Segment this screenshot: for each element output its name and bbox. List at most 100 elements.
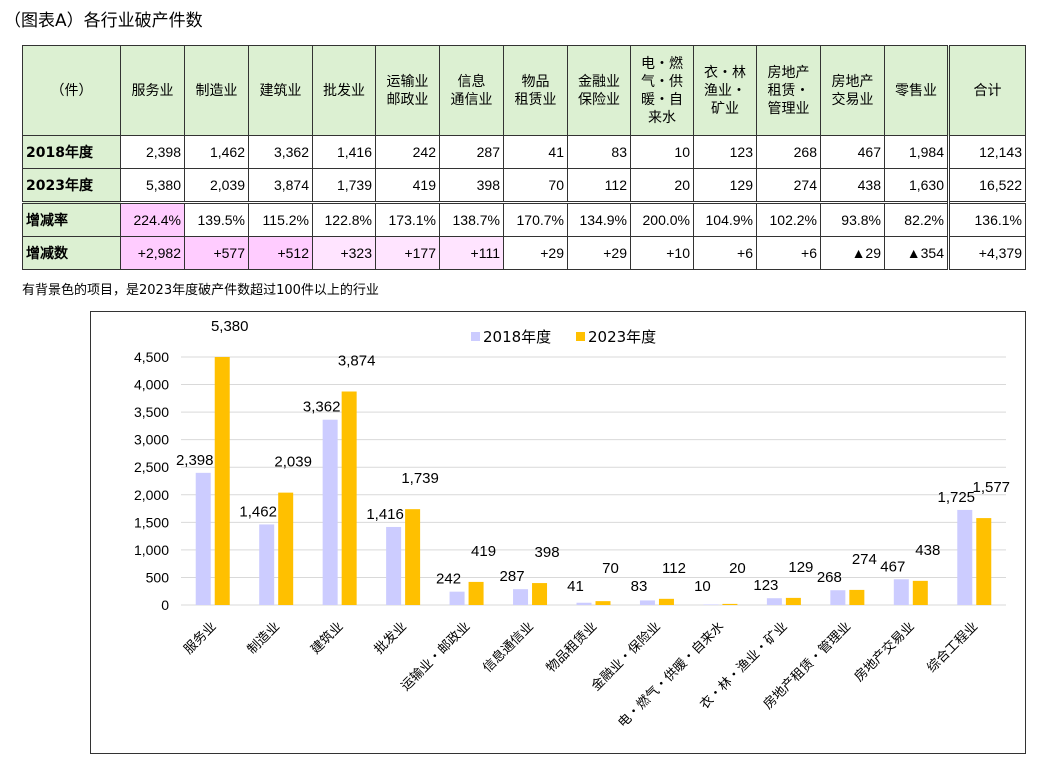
x-tick-label: 物品租赁业 — [544, 619, 601, 676]
header-row: （件） 服务业 制造业 建筑业 批发业 运输业 邮政业 信息 通信业 物品 租赁业 金融业 保险… — [22, 45, 1026, 136]
data-label: 70 — [602, 560, 619, 577]
table-cell: +29 — [503, 236, 568, 270]
data-label: 419 — [471, 543, 496, 560]
x-tick-label: 建筑业 — [308, 619, 347, 658]
table-cell: 242 — [375, 135, 440, 169]
table-cell: 12,143 — [947, 135, 1026, 169]
table-cell: 287 — [439, 135, 504, 169]
bar-2023 — [976, 518, 992, 605]
data-label: 123 — [753, 577, 778, 594]
table-cell: 70 — [503, 168, 568, 203]
corner-cell: （件） — [22, 45, 121, 136]
bar-2023 — [722, 603, 738, 605]
x-tick-label: 电・燃气・供暖・自来水 — [615, 619, 727, 731]
table-cell: 123 — [693, 135, 757, 169]
column-header: 房地产 租赁・ 管理业 — [756, 45, 821, 136]
table-cell: 104.9% — [693, 201, 757, 237]
x-tick-label: 批发业 — [371, 619, 410, 658]
bar-2023 — [595, 601, 611, 605]
bar-2023 — [405, 509, 421, 605]
bar-2023 — [341, 391, 357, 605]
bar-2018 — [830, 590, 846, 605]
data-label: 242 — [436, 571, 461, 588]
table-cell: 1,462 — [184, 135, 249, 169]
chart-svg: 0 500 1,000 1,500 2,000 2,500 3,000 3,500 4,000 4… — [134, 318, 1010, 731]
x-tick-label: 综合工程业 — [925, 619, 982, 676]
table-cell: 274 — [756, 168, 821, 203]
x-tick-label: 房地产交易业 — [851, 619, 917, 685]
table-cell: +512 — [248, 236, 313, 270]
data-label: 1,739 — [401, 470, 439, 487]
y-tick-label: 2,000 — [134, 487, 169, 503]
table-cell: +2,982 — [120, 236, 185, 270]
table-cell: ▲29 — [820, 236, 885, 270]
bar-2018 — [386, 526, 402, 605]
table-cell: 136.1% — [947, 201, 1026, 237]
column-header: 零售业 — [884, 45, 949, 136]
table-row: 增减率 224.4% 139.5% 115.2% 122.8% 173.1% 138.7% 1… — [22, 201, 1026, 237]
data-label: 268 — [817, 569, 842, 586]
y-tick-label: 3,500 — [134, 404, 169, 420]
legend-label: 2023年度 — [588, 328, 656, 346]
table-cell: 224.4% — [120, 201, 185, 237]
bar-2023 — [278, 492, 294, 605]
table-cell: 1,416 — [312, 135, 376, 169]
table-cell: 20 — [630, 168, 694, 203]
legend-swatch — [576, 332, 585, 341]
data-label: 1,725 — [937, 489, 975, 506]
table-cell: 467 — [820, 135, 885, 169]
data-label: 287 — [500, 568, 525, 585]
table-cell: +6 — [756, 236, 821, 270]
table-cell: 93.8% — [820, 201, 885, 237]
row-label: 增减数 — [22, 236, 121, 270]
table-cell: 398 — [439, 168, 504, 203]
table-cell: 200.0% — [630, 201, 694, 237]
legend-label: 2018年度 — [483, 328, 551, 346]
table-cell: 41 — [503, 135, 568, 169]
row-label: 2018年度 — [22, 135, 121, 169]
table-cell: 10 — [630, 135, 694, 169]
column-header: 建筑业 — [248, 45, 313, 136]
table-cell: 3,874 — [248, 168, 313, 203]
bar-2023 — [912, 580, 928, 605]
y-tick-label: 4,500 — [134, 349, 169, 365]
column-header: 物品 租赁业 — [503, 45, 568, 136]
table-cell: 438 — [820, 168, 885, 203]
table-cell: 139.5% — [184, 201, 249, 237]
bar-2023 — [214, 357, 230, 605]
x-tick-label: 信息通信业 — [480, 619, 537, 676]
table-cell: ▲354 — [884, 236, 949, 270]
bankruptcy-table: （件） 服务业 制造业 建筑业 批发业 运输业 邮政业 信息 通信业 物品 租赁业 金融业 保险… — [22, 45, 1026, 270]
table-cell: 1,984 — [884, 135, 949, 169]
table-cell: +577 — [184, 236, 249, 270]
data-label: 129 — [788, 559, 813, 576]
table-cell: 170.7% — [503, 201, 568, 237]
data-label: 112 — [662, 560, 686, 577]
table-cell: 173.1% — [375, 201, 440, 237]
table-cell: 5,380 — [120, 168, 185, 203]
bar-2018 — [766, 598, 782, 605]
column-header: 衣・林 渔业・ 矿业 — [693, 45, 757, 136]
table-cell: 16,522 — [947, 168, 1026, 203]
table-cell: 112 — [567, 168, 631, 203]
table-cell: +111 — [439, 236, 504, 270]
data-label: 1,462 — [239, 503, 277, 520]
bar-2018 — [957, 509, 973, 605]
y-tick-label: 2,500 — [134, 459, 169, 475]
data-label: 438 — [915, 542, 940, 559]
bar-2018 — [195, 472, 211, 605]
y-tick-label: 1,500 — [134, 514, 169, 530]
data-label: 1,577 — [972, 479, 1010, 496]
column-header: 服务业 — [120, 45, 185, 136]
bar-2023 — [658, 598, 674, 605]
data-label: 10 — [694, 578, 711, 595]
data-label: 2,398 — [176, 452, 214, 469]
data-label: 1,416 — [366, 506, 404, 523]
table-cell: 115.2% — [248, 201, 313, 237]
row-label: 2023年度 — [22, 168, 121, 203]
table-cell: +6 — [693, 236, 757, 270]
column-header: 信息 通信业 — [439, 45, 504, 136]
column-header: 批发业 — [312, 45, 376, 136]
bar-2018 — [893, 579, 909, 605]
data-label: 83 — [631, 578, 648, 595]
